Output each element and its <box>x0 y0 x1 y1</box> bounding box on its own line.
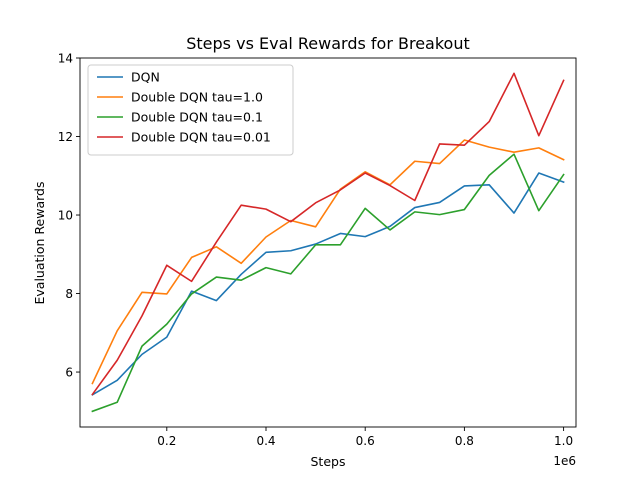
x-axis-offset-label: 1e6 <box>553 454 576 468</box>
legend-box <box>87 64 294 156</box>
plot-area: 0.2 0.4 0.6 0.8 1.0 6 8 10 12 14 <box>58 52 577 448</box>
series-line-0 <box>91 172 565 396</box>
x-tick-label-1: 0.4 <box>256 434 275 448</box>
axes-frame <box>79 57 577 428</box>
legend-label-1: Double DQN tau=1.0 <box>131 90 263 105</box>
series-line-1 <box>91 139 565 385</box>
x-tick-label-2: 0.6 <box>356 434 375 448</box>
legend-label-2: Double DQN tau=0.1 <box>131 110 263 125</box>
y-tick-label-2: 10 <box>58 209 73 223</box>
x-tick-label-3: 0.8 <box>455 434 474 448</box>
y-tick-label-0: 6 <box>65 366 73 380</box>
x-tick-label-0: 0.2 <box>157 434 176 448</box>
legend-label-3: Double DQN tau=0.01 <box>131 130 271 145</box>
series-line-2 <box>91 153 565 413</box>
y-tick-label-4: 14 <box>58 52 73 66</box>
legend: DQN Double DQN tau=1.0 Double DQN tau=0.1 D… <box>87 64 294 156</box>
y-tick-label-1: 8 <box>65 287 73 301</box>
chart-title: Steps vs Eval Rewards for Breakout <box>186 34 470 53</box>
series-line-3 <box>91 72 565 396</box>
y-axis-label: Evaluation Rewards <box>32 182 47 305</box>
x-axis-label: Steps <box>311 454 346 469</box>
legend-label-0: DQN <box>131 70 160 85</box>
y-tick-label-3: 12 <box>58 130 73 144</box>
x-tick-label-4: 1.0 <box>554 434 573 448</box>
